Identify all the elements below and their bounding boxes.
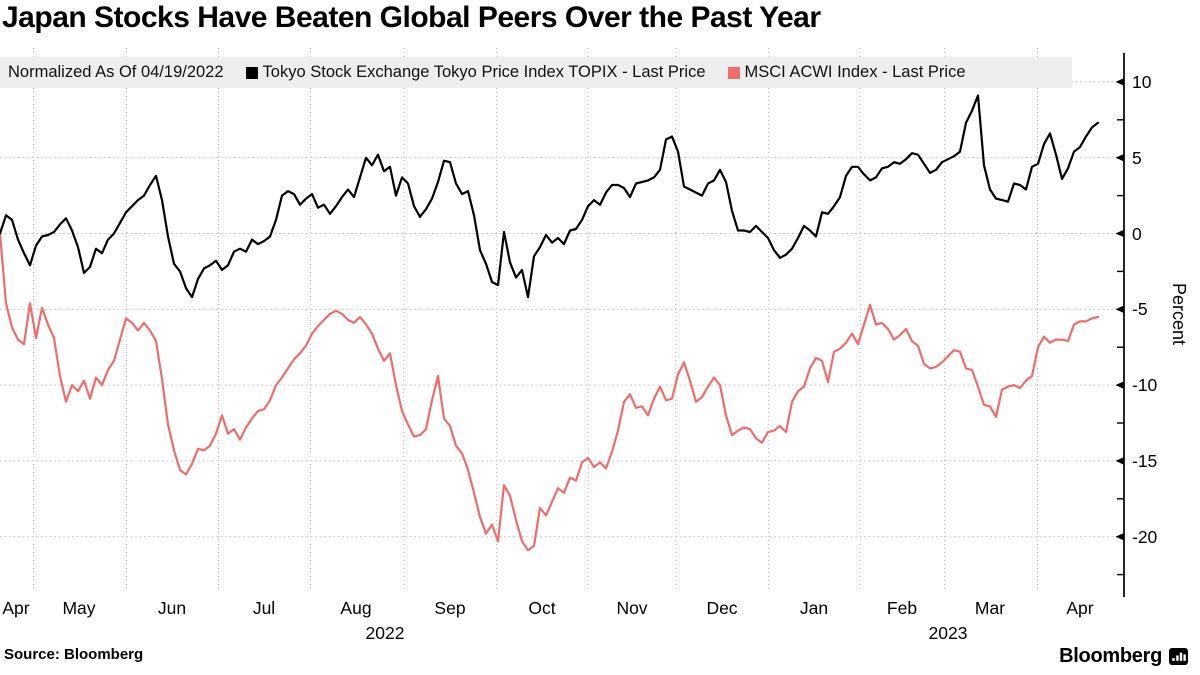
- legend-item-acwi: MSCI ACWI Index - Last Price: [727, 63, 966, 82]
- x-tick-label: May: [62, 598, 96, 618]
- acwi-swatch-icon: [727, 66, 740, 79]
- x-tick-label: Apr: [1066, 598, 1094, 618]
- vertical-month-gridlines: [33, 48, 1038, 592]
- legend-item-topix: Tokyo Stock Exchange Tokyo Price Index T…: [245, 63, 706, 82]
- y-tick-label: -15: [1132, 450, 1158, 471]
- chart-title: Japan Stocks Have Beaten Global Peers Ov…: [2, 1, 821, 34]
- y-tick-label: -20: [1132, 526, 1158, 547]
- data-series-lines: [0, 94, 1100, 552]
- y-tick-label: 10: [1132, 71, 1152, 92]
- y-axis-title: Percent: [1169, 283, 1189, 346]
- horizontal-percent-gridlines: [0, 81, 1122, 538]
- y-tick-label: -10: [1132, 375, 1158, 396]
- x-tick-label: Jul: [252, 598, 276, 618]
- legend-item-label: MSCI ACWI Index - Last Price: [744, 63, 966, 81]
- x-tick-label: Mar: [974, 598, 1006, 618]
- legend-normalized-note: Normalized As Of 04/19/2022: [8, 63, 224, 81]
- x-tick-label: Jun: [157, 598, 187, 618]
- x-tick-label: Nov: [616, 598, 648, 618]
- chart-legend: Normalized As Of 04/19/2022 Tokyo Stock …: [0, 57, 1072, 88]
- topix-swatch-icon: [245, 66, 258, 79]
- bloomberg-terminal-icon: [1169, 648, 1188, 665]
- y-tick-label: 5: [1132, 147, 1142, 168]
- x-tick-label: Dec: [706, 598, 738, 618]
- y-tick-label: -5: [1132, 299, 1148, 320]
- topix-line: [0, 94, 1100, 299]
- x-tick-label: Jan: [799, 598, 829, 618]
- x-year-label: 2022: [365, 623, 405, 643]
- x-tick-label: Aug: [340, 598, 372, 618]
- x-tick-label: Sep: [434, 598, 466, 618]
- acwi-line: [0, 232, 1100, 552]
- bloomberg-wordmark: Bloomberg: [1059, 645, 1162, 667]
- x-tick-label: Feb: [886, 598, 918, 618]
- x-tick-label: Apr: [2, 598, 30, 618]
- y-tick-label: 0: [1132, 223, 1142, 244]
- x-tick-label: Oct: [528, 598, 556, 618]
- source-note: Source: Bloomberg: [4, 646, 144, 663]
- right-y-axis: [1115, 53, 1125, 597]
- legend-item-label: Tokyo Stock Exchange Tokyo Price Index T…: [262, 63, 706, 81]
- bloomberg-logo: Bloomberg: [1059, 645, 1188, 668]
- x-year-label: 2023: [928, 623, 968, 643]
